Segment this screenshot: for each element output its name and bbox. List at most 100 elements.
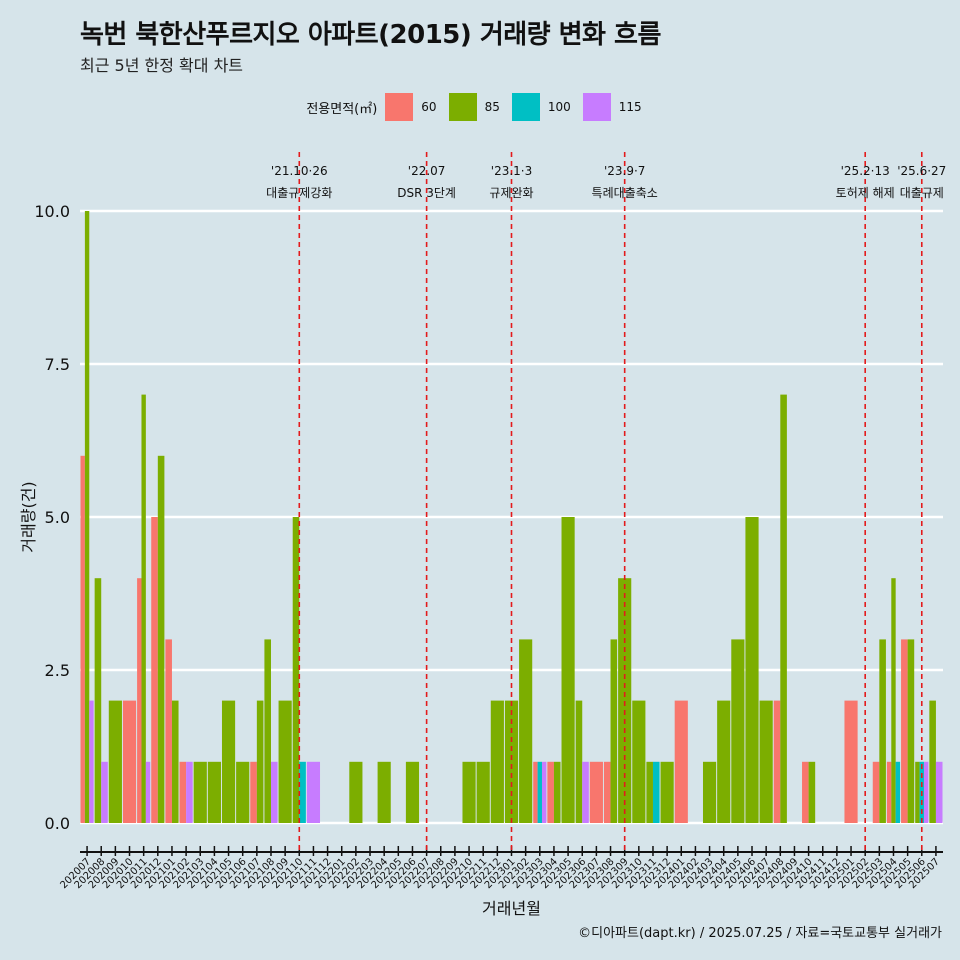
bar-85-202312 [660,761,674,823]
bar-60-202101 [165,639,172,823]
bar-85-202108 [264,639,271,823]
y-tick-label: 5.0 [45,508,70,527]
event-date-label: '25.6·27 [897,164,946,178]
bar-85-202302 [519,639,533,823]
bar-85-202408 [780,394,787,823]
legend-label-60: 60 [421,100,437,114]
legend-swatch-100 [511,93,540,121]
bar-85-202506 [915,761,920,823]
bar-60-202410 [802,761,809,823]
bar-60-202505 [901,639,908,823]
bar-60-202102 [179,761,187,823]
bar-60-202007 [80,455,85,823]
bar-85-202403 [702,761,717,823]
bar-85-202101 [171,700,179,823]
bar-60-202401 [674,700,688,823]
bar-100-202110 [299,761,306,823]
x-axis-title: 거래년월 [482,899,541,918]
event-description-label: 토허제 해제 [836,186,895,200]
bar-85-202310 [632,700,646,823]
bar-60-202011 [137,578,142,823]
bar-60-202503 [872,761,880,823]
bar-85-202105 [221,700,236,823]
bar-85-202301 [504,700,519,823]
legend-swatch-85 [448,93,477,121]
bar-115-202108 [270,761,278,823]
event-date-label: '25.2·13 [841,164,890,178]
bar-85-202405 [731,639,745,823]
legend: 전용면적(㎡) 60 85 100 115 [0,92,960,122]
bar-85-202012 [157,455,165,823]
source-caption: ©디아파트(dapt.kr) / 2025.07.25 / 자료=국토교통부 실… [578,926,942,941]
legend-swatch-60 [385,93,414,121]
bar-115-202507 [935,761,943,823]
bar-115-202303 [541,761,547,823]
bar-85-202507 [929,700,936,823]
bar-85-202311 [646,761,653,823]
event-description-label: 대출규제강화 [266,186,332,200]
event-description-label: 대출규제 [900,186,944,200]
bar-60-202408 [773,700,781,823]
chart-subtitle: 최근 5년 한정 확대 차트 [80,56,244,75]
legend-item-100: 100 [511,93,571,121]
event-date-label: '23.9·7 [604,164,645,178]
event-date-label: '23.1·3 [491,164,532,178]
bar-85-202304 [553,761,561,823]
bar-85-202007 [84,211,90,823]
bar-115-202506 [923,761,929,823]
bar-60-202304 [547,761,554,823]
bar-85-202110 [292,517,300,823]
y-tick-label: 2.5 [45,661,70,680]
bar-60-202303 [533,761,538,823]
bar-85-202106 [236,761,250,823]
bar-85-202410 [808,761,816,823]
bar-85-202503 [879,639,886,823]
bar-85-202104 [207,761,221,823]
bar-60-202307 [589,761,603,823]
bar-60-202010 [122,700,137,823]
bar-85-202404 [717,700,731,823]
bar-115-202008 [101,761,108,823]
y-tick-label: 7.5 [45,355,70,374]
legend-label-100: 100 [547,100,571,114]
bar-85-202306 [575,700,583,823]
bar-85-202505 [907,639,915,823]
bar-60-202504 [886,761,892,823]
bar-85-202009 [108,700,122,823]
bar-60-202501 [844,700,858,823]
event-date-label: '21.10·26 [271,164,328,178]
bar-100-202303 [537,761,542,823]
bar-85-202202 [349,761,363,823]
bar-85-202308 [610,639,618,823]
bar-85-202210 [462,761,476,823]
y-tick-label: 0.0 [45,814,70,833]
bar-85-202206 [405,761,420,823]
legend-item-115: 115 [582,93,642,121]
y-axis-title: 거래량(건) [19,481,38,552]
bar-85-202406 [745,517,759,823]
bar-85-202211 [476,761,490,823]
bar-115-202111 [306,761,321,823]
legend-swatch-115 [582,93,611,121]
bar-85-202008 [94,578,102,823]
legend-label-85: 85 [484,100,500,114]
event-description-label: DSR 3단계 [397,186,456,200]
legend-title: 전용면적(㎡) [306,101,378,117]
event-date-label: '22.07 [408,164,446,178]
bar-100-202504 [895,761,901,823]
bar-115-202011 [145,761,151,823]
bar-115-202007 [89,700,94,823]
bar-100-202311 [652,761,660,823]
bar-85-202011 [141,394,146,823]
legend-item-85: 85 [448,93,500,121]
bar-85-202109 [278,700,292,823]
chart-title: 녹번 북한산푸르지오 아파트(2015) 거래량 변화 흐름 [80,20,661,50]
bar-85-202212 [490,700,504,823]
bar-85-202103 [193,761,207,823]
bar-115-202102 [186,761,193,823]
bar-85-202504 [891,578,896,823]
bar-60-202012 [151,517,158,823]
bar-85-202107 [256,700,264,823]
